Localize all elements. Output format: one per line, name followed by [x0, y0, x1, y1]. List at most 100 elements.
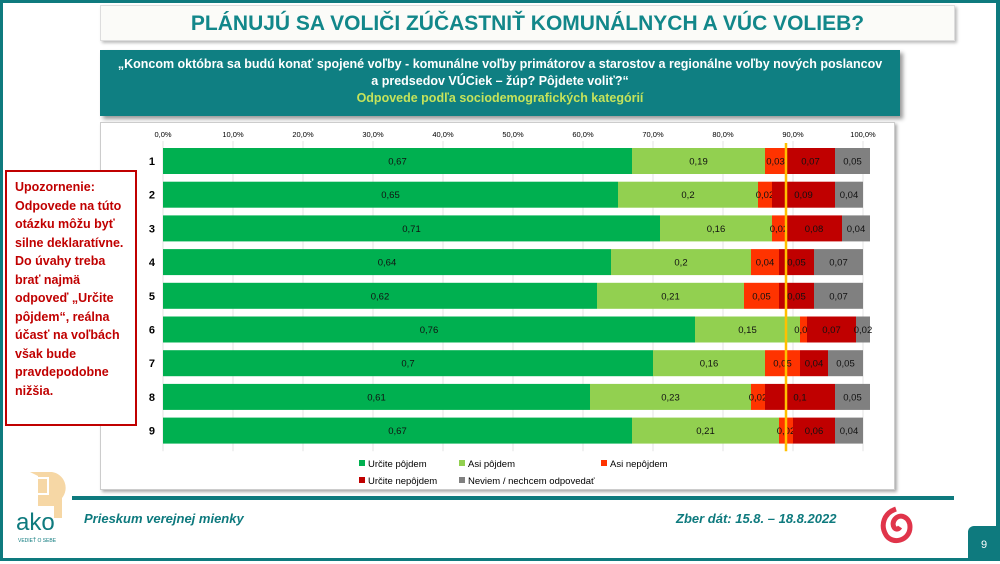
x-tick-label: 30,0%	[362, 130, 384, 139]
data-label: 0,04	[840, 426, 859, 437]
data-label: 0,02	[770, 224, 789, 235]
bar-segment	[163, 282, 597, 309]
data-label: 0,07	[801, 157, 820, 168]
data-label: 0,04	[756, 258, 775, 269]
bar-segment	[814, 249, 863, 276]
data-label: 0,07	[829, 291, 848, 302]
category-label: 6	[149, 325, 155, 337]
bar-segment	[618, 181, 758, 208]
x-tick-label: 20,0%	[292, 130, 314, 139]
x-tick-label: 70,0%	[642, 130, 664, 139]
x-tick-label: 10,0%	[222, 130, 244, 139]
legend-swatch	[459, 460, 465, 466]
legend-label: Asi nepôjdem	[610, 459, 668, 470]
bar-segment	[163, 316, 695, 343]
data-label: 0,2	[681, 190, 694, 201]
data-label: 0,05	[843, 392, 862, 403]
category-label: 1	[149, 156, 155, 168]
bar-segment	[772, 181, 835, 208]
chart-panel: 0,0% 10,0% 20,0% 30,0% 40,0% 50,0% 60,0% 70,0% 8…	[100, 122, 895, 490]
data-label: 0,62	[371, 291, 390, 302]
svg-text:VEDIEŤ O SEBE: VEDIEŤ O SEBE	[18, 536, 57, 544]
data-label: 0,04	[847, 224, 866, 235]
bar-segment	[163, 350, 653, 377]
data-label: 0,1	[793, 392, 806, 403]
bar-segment	[695, 316, 800, 343]
category-label: 7	[149, 358, 155, 370]
x-tick-label: 90,0%	[782, 130, 804, 139]
data-label: 0,06	[805, 426, 824, 437]
bar-segment	[835, 148, 870, 174]
bar-segment	[856, 316, 870, 343]
legend-label: Určite pôjdem	[368, 459, 427, 470]
legend-swatch	[459, 477, 465, 483]
bar-segment	[632, 148, 765, 174]
data-label: 0,71	[402, 224, 421, 235]
data-label: 0,64	[378, 258, 397, 269]
data-label: 0,02	[756, 190, 775, 201]
bar-segment	[814, 282, 863, 309]
question-line-1: „Koncom októbra sa budú konať spojené vo…	[117, 57, 883, 71]
bar-segment	[765, 383, 835, 410]
page-title: PLÁNUJÚ SA VOLIČI ZÚČASTNIŤ KOMUNÁLNYCH …	[100, 5, 955, 41]
bar-segment	[772, 215, 786, 242]
category-label: 8	[149, 392, 155, 404]
bar-segment	[758, 181, 772, 208]
data-label: 0,21	[661, 291, 680, 302]
bar-segment	[786, 215, 842, 242]
data-label: 0,07	[822, 325, 841, 336]
question-box: „Koncom októbra sa budú konať spojené vo…	[100, 50, 900, 116]
data-label: 0,61	[367, 392, 386, 403]
data-label: 0,21	[696, 426, 715, 437]
data-label: 0,05	[752, 291, 771, 302]
footer-survey-label: Prieskum verejnej mienky	[84, 511, 244, 526]
bar-segment	[163, 383, 590, 410]
ako-logo: ako VEDIEŤ O SEBE	[16, 472, 66, 544]
bar-segment	[800, 350, 828, 377]
data-label: 0,67	[388, 157, 407, 168]
svg-text:ako: ako	[16, 509, 55, 536]
page-number: 9	[968, 526, 1000, 561]
bar-segment	[590, 383, 751, 410]
bar-segment	[653, 350, 765, 377]
data-label: 0,2	[674, 258, 687, 269]
data-label: 0,04	[805, 359, 824, 370]
bar-segment	[163, 249, 611, 276]
x-tick-label: 80,0%	[712, 130, 734, 139]
footer-divider	[72, 496, 954, 500]
x-tick-label: 50,0%	[502, 130, 524, 139]
bar-segment	[163, 215, 660, 242]
bar-segment	[793, 417, 835, 444]
category-label: 4	[149, 257, 156, 269]
bar-segment	[765, 148, 786, 174]
x-tick-label: 0,0%	[154, 130, 171, 139]
bar-segment	[163, 181, 618, 208]
bar-segment	[751, 383, 765, 410]
legend-label: Neviem / nechcem odpovedať	[468, 476, 595, 487]
bar-segment	[632, 417, 779, 444]
warning-note: Upozornenie: Odpovede na túto otázku môž…	[5, 170, 137, 426]
bar-segment	[751, 249, 779, 276]
bar-segment	[786, 148, 835, 174]
bar-segment	[597, 282, 744, 309]
bar-segment	[835, 383, 870, 410]
bar-segment	[807, 316, 856, 343]
x-tick-label: 60,0%	[572, 130, 594, 139]
data-label: 0,09	[794, 190, 813, 201]
spiral-logo-icon	[880, 506, 913, 544]
data-label: 0,05	[787, 258, 806, 269]
bar-segment	[163, 417, 632, 444]
data-label: 0,05	[836, 359, 855, 370]
data-label: 0,05	[787, 291, 806, 302]
data-label: 0,05	[773, 359, 792, 370]
data-label: 0,15	[738, 325, 757, 336]
legend-swatch	[359, 460, 365, 466]
bar-segment	[835, 181, 863, 208]
question-subtitle: Odpovede podľa sociodemografických kateg…	[356, 91, 644, 105]
bar-segment	[744, 282, 779, 309]
bar-segment	[765, 350, 800, 377]
legend-swatch	[601, 460, 607, 466]
data-label: 0,16	[707, 224, 726, 235]
data-label: 0,07	[829, 258, 848, 269]
